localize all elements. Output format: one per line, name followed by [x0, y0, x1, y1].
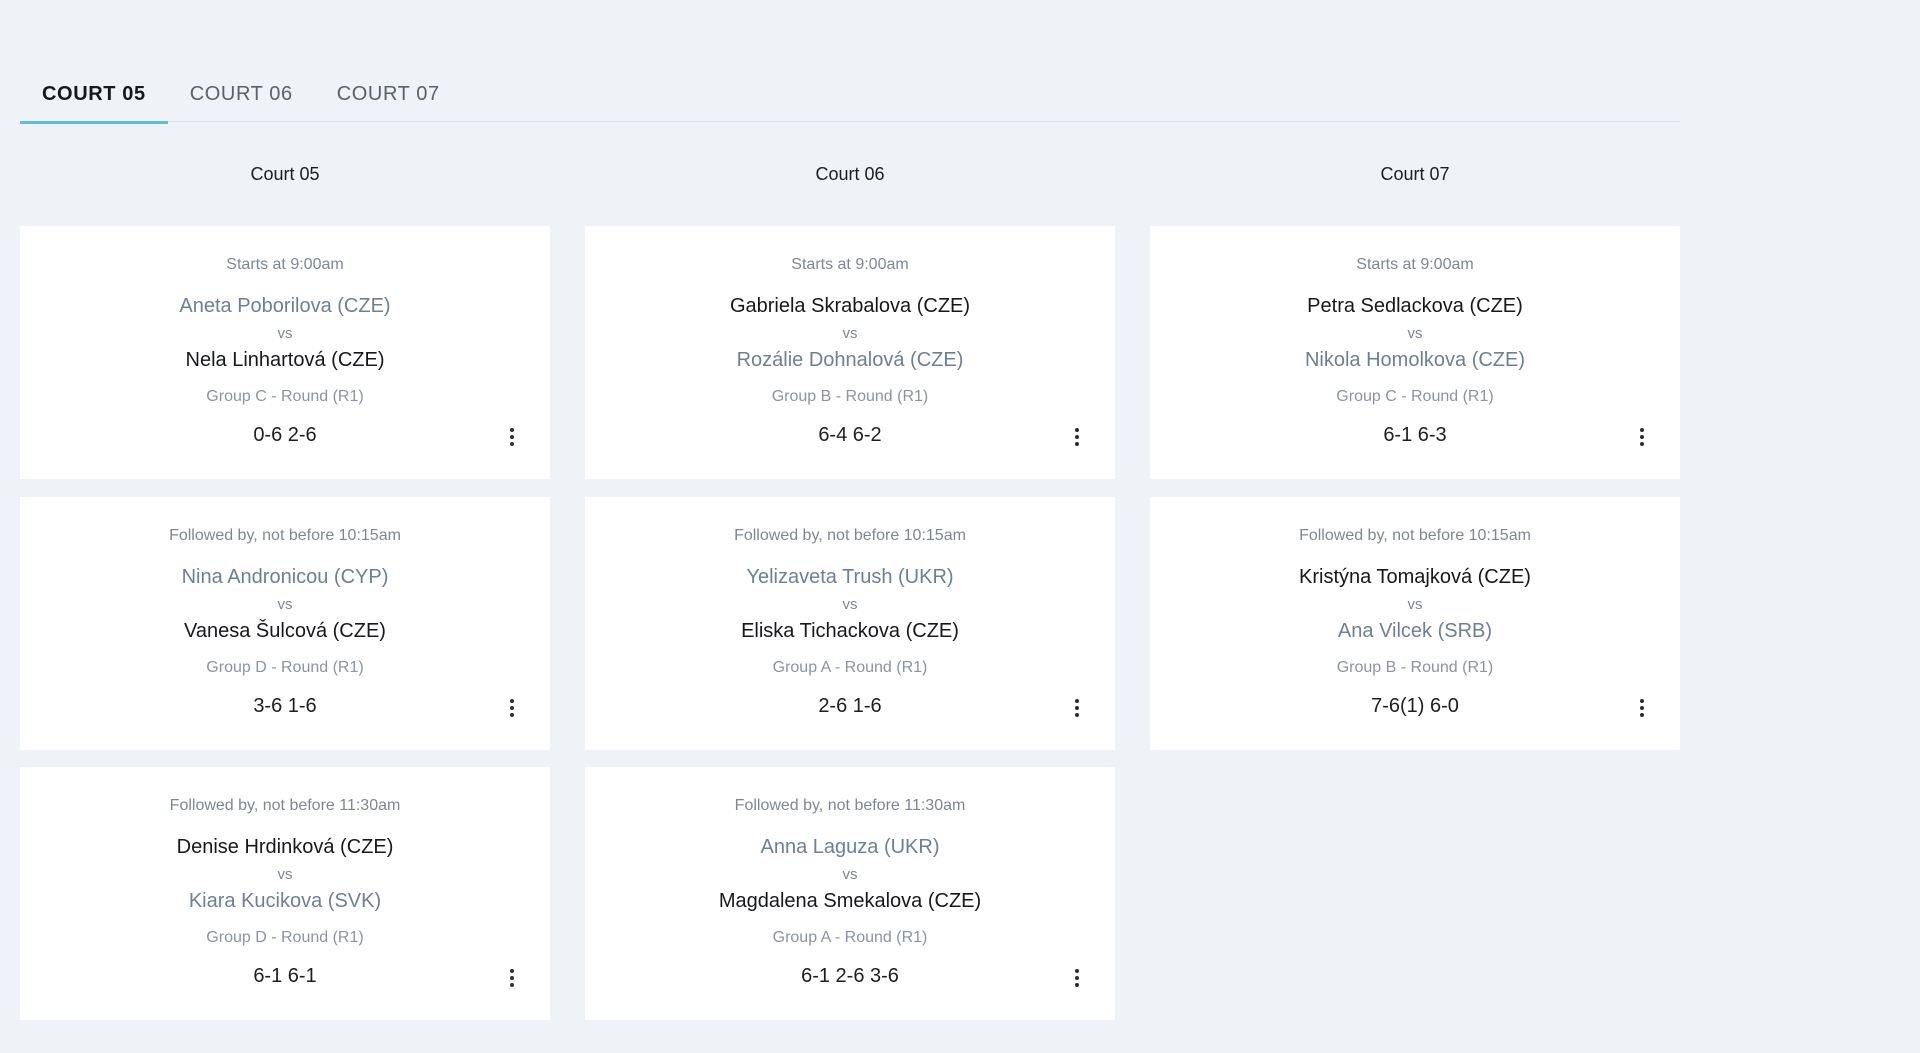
match-time: Followed by, not before 10:15am [1299, 527, 1531, 544]
match-score: 2-6 1-6 [818, 695, 882, 717]
kebab-menu-icon[interactable] [506, 425, 518, 449]
player-1[interactable]: Anna Laguza (UKR) [760, 836, 940, 858]
match-score: 7-6(1) 6-0 [1371, 695, 1459, 717]
match-score: 6-4 6-2 [818, 424, 882, 446]
kebab-menu-icon[interactable] [1071, 966, 1083, 990]
court-title: Court 05 [250, 163, 320, 184]
match-score: 6-1 6-1 [253, 965, 317, 987]
player-2[interactable]: Ana Vilcek (SRB) [1337, 620, 1493, 642]
match-group: Group C - Round (R1) [1336, 388, 1494, 405]
court-title: Court 06 [815, 163, 885, 184]
match-score: 6-1 2-6 3-6 [801, 965, 899, 987]
player-1[interactable]: Yelizaveta Trush (UKR) [746, 566, 954, 588]
vs-label: vs [1407, 325, 1423, 342]
tab-court-05[interactable]: COURT 05 [20, 66, 168, 124]
player-2[interactable]: Magdalena Smekalova (CZE) [718, 890, 982, 912]
kebab-menu-icon[interactable] [506, 966, 518, 990]
tab-court-07[interactable]: COURT 07 [336, 82, 440, 105]
match-card: Starts at 9:00am Petra Sedlackova (CZE) … [1150, 226, 1680, 479]
player-2[interactable]: Nela Linhartová (CZE) [185, 349, 385, 371]
match-card: Followed by, not before 10:15am Nina And… [20, 497, 550, 750]
vs-label: vs [842, 325, 858, 342]
player-2[interactable]: Kiara Kucikova (SVK) [188, 890, 382, 912]
player-1[interactable]: Aneta Poborilova (CZE) [179, 295, 391, 317]
match-card: Followed by, not before 10:15am Kristýna… [1150, 497, 1680, 750]
kebab-menu-icon[interactable] [1636, 696, 1648, 720]
vs-label: vs [842, 596, 858, 613]
player-1[interactable]: Kristýna Tomajková (CZE) [1299, 566, 1531, 588]
player-2[interactable]: Vanesa Šulcová (CZE) [184, 620, 386, 642]
match-card: Followed by, not before 11:30am Anna Lag… [585, 767, 1115, 1020]
player-2[interactable]: Nikola Homolkova (CZE) [1304, 349, 1526, 371]
player-1[interactable]: Gabriela Skrabalova (CZE) [729, 295, 971, 317]
court-column: Court 05 Starts at 9:00am Aneta Poborilo… [20, 150, 550, 1020]
kebab-menu-icon[interactable] [1071, 696, 1083, 720]
vs-label: vs [277, 325, 293, 342]
match-time: Starts at 9:00am [791, 256, 909, 273]
match-group: Group A - Round (R1) [772, 659, 928, 676]
kebab-menu-icon[interactable] [1636, 425, 1648, 449]
player-1[interactable]: Petra Sedlackova (CZE) [1307, 295, 1523, 317]
vs-label: vs [277, 596, 293, 613]
player-1[interactable]: Denise Hrdinková (CZE) [176, 836, 394, 858]
kebab-menu-icon[interactable] [506, 696, 518, 720]
match-time: Followed by, not before 10:15am [169, 527, 401, 544]
match-score: 6-1 6-3 [1383, 424, 1447, 446]
player-1[interactable]: Nina Andronicou (CYP) [181, 566, 389, 588]
vs-label: vs [842, 866, 858, 883]
match-group: Group A - Round (R1) [772, 929, 928, 946]
player-2[interactable]: Eliska Tichackova (CZE) [741, 620, 959, 642]
court-column: Court 06 Starts at 9:00am Gabriela Skrab… [585, 150, 1115, 1020]
vs-label: vs [277, 866, 293, 883]
match-group: Group B - Round (R1) [771, 388, 929, 405]
match-time: Followed by, not before 11:30am [734, 797, 966, 814]
tab-court-06[interactable]: COURT 06 [189, 82, 293, 105]
court-tabs: COURT 05 COURT 06 COURT 07 [20, 66, 1680, 124]
match-score: 3-6 1-6 [253, 695, 317, 717]
match-group: Group B - Round (R1) [1336, 659, 1494, 676]
match-card: Starts at 9:00am Aneta Poborilova (CZE) … [20, 226, 550, 479]
match-card: Followed by, not before 11:30am Denise H… [20, 767, 550, 1020]
match-card: Followed by, not before 10:15am Yelizave… [585, 497, 1115, 750]
match-time: Followed by, not before 10:15am [734, 527, 966, 544]
kebab-menu-icon[interactable] [1071, 425, 1083, 449]
court-title: Court 07 [1380, 163, 1450, 184]
vs-label: vs [1407, 596, 1423, 613]
match-group: Group C - Round (R1) [206, 388, 364, 405]
player-2[interactable]: Rozálie Dohnalová (CZE) [736, 349, 964, 371]
match-time: Starts at 9:00am [226, 256, 344, 273]
match-card: Starts at 9:00am Gabriela Skrabalova (CZ… [585, 226, 1115, 479]
match-time: Followed by, not before 11:30am [169, 797, 401, 814]
court-column: Court 07 Starts at 9:00am Petra Sedlacko… [1150, 150, 1680, 750]
match-score: 0-6 2-6 [253, 424, 317, 446]
match-group: Group D - Round (R1) [206, 659, 364, 676]
match-time: Starts at 9:00am [1356, 256, 1474, 273]
match-group: Group D - Round (R1) [206, 929, 364, 946]
